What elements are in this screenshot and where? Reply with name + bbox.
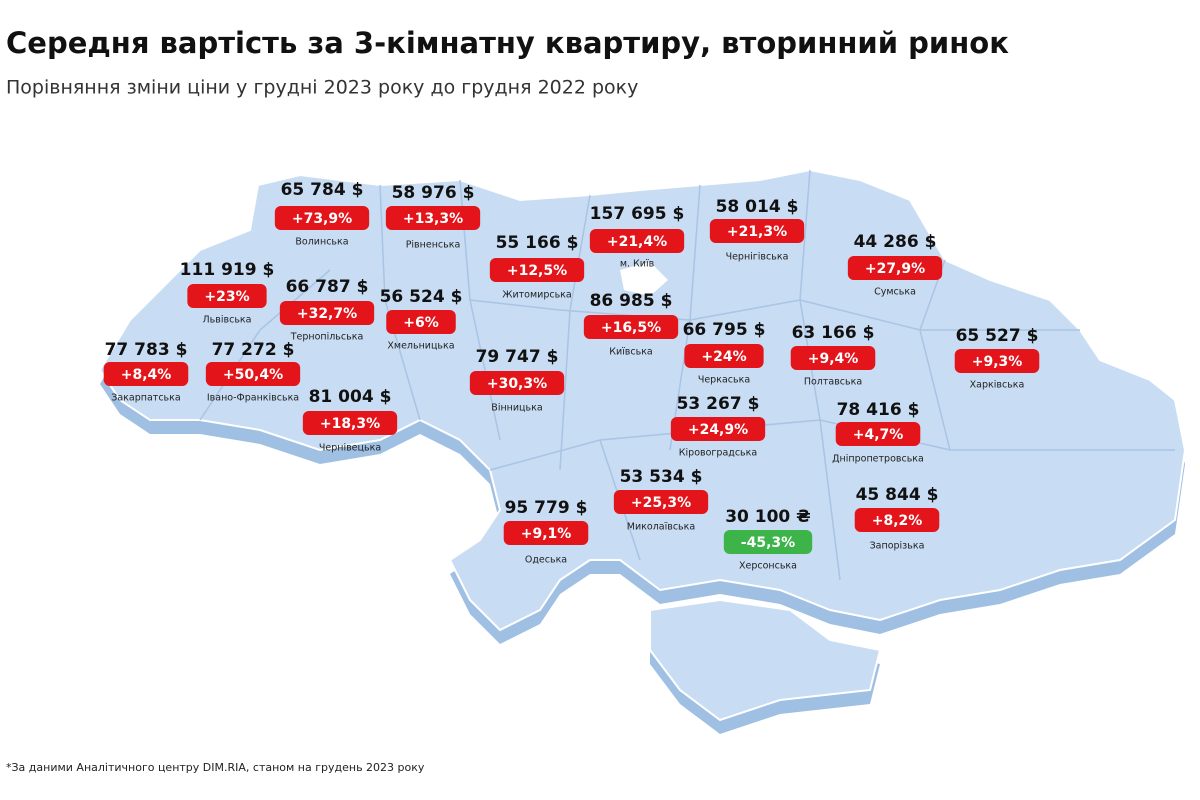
region-change: +13,3% [403, 211, 463, 227]
region-price: 78 416 $ [837, 400, 920, 420]
region-price: 53 534 $ [620, 467, 703, 487]
region-name: Вінницька [491, 403, 542, 414]
region-change: +21,3% [727, 224, 787, 240]
region-price: 86 985 $ [590, 291, 673, 311]
change-badge [302, 411, 398, 435]
change-badge [386, 310, 456, 334]
region-price: 157 695 $ [590, 204, 685, 224]
change-badge [613, 490, 709, 514]
region-name: Миколаївська [627, 522, 695, 533]
region-name: Чернівецька [319, 443, 381, 454]
change-badge [670, 417, 766, 441]
region-change: +4,7% [853, 427, 904, 443]
region-price: 44 286 $ [854, 232, 937, 252]
region-name: Кіровоградська [679, 448, 757, 459]
change-badge [684, 344, 764, 368]
region-price: 58 976 $ [392, 183, 475, 203]
subtitle: Порівняння зміни ціни у грудні 2023 року… [6, 77, 638, 99]
region-price: 65 527 $ [956, 326, 1039, 346]
footnote: *За даними Аналітичного центру DIM.RIA, … [6, 761, 425, 774]
region-change: +27,9% [865, 261, 925, 277]
region-name: Запорізька [870, 541, 925, 552]
region-name: Львівська [203, 315, 252, 326]
region-name: Хмельницька [387, 341, 454, 352]
region-price: 81 004 $ [309, 387, 392, 407]
region-change: +9,1% [521, 526, 572, 542]
region-name: Тернопільська [290, 332, 364, 343]
region-change: +30,3% [487, 376, 547, 392]
region-price: 66 787 $ [286, 277, 369, 297]
region-change: +24,9% [688, 422, 748, 438]
change-badge [709, 219, 805, 243]
region-price: 63 166 $ [792, 323, 875, 343]
region-price: 56 524 $ [380, 287, 463, 307]
title: Середня вартість за 3-кімнатну квартиру,… [6, 26, 1009, 60]
region-change: +24% [701, 349, 746, 365]
region-name: Черкаська [698, 375, 750, 386]
region-change: +12,5% [507, 263, 567, 279]
region-name: Рівненська [406, 240, 461, 251]
region-change: +32,7% [297, 306, 357, 322]
region-change: +8,4% [121, 367, 172, 383]
region-change: +9,4% [808, 351, 859, 367]
region-name: Одеська [525, 555, 567, 566]
change-badge [205, 362, 301, 386]
region-labels: 65 784 $ +73,9% Волинська 58 976 $ +13,3% Рів… [103, 180, 1040, 572]
region-change: -45,3% [741, 535, 795, 551]
region-name: Сумська [874, 287, 916, 298]
region-price: 53 267 $ [677, 394, 760, 414]
region-price: 55 166 $ [496, 233, 579, 253]
region-name: Херсонська [739, 561, 797, 572]
change-badge [274, 206, 370, 230]
region-change: +21,4% [607, 234, 667, 250]
change-badge [279, 301, 375, 325]
region-name: Волинська [295, 237, 348, 248]
region-price: 66 795 $ [683, 320, 766, 340]
change-badge [835, 422, 921, 446]
change-badge [469, 371, 565, 395]
change-badge [790, 346, 876, 370]
region-name: Закарпатська [111, 393, 180, 404]
change-badge [847, 256, 943, 280]
region-price: 58 014 $ [716, 197, 799, 217]
region-change: +18,3% [320, 416, 380, 432]
region-change: +6% [403, 315, 439, 331]
change-badge [489, 258, 585, 282]
region-name: Житомирська [502, 290, 572, 301]
region-change: +23% [204, 289, 249, 305]
region-name: Полтавська [804, 377, 862, 388]
change-badge [385, 206, 481, 230]
change-badge [103, 362, 189, 386]
region-name: Харківська [970, 380, 1025, 391]
region-price: 65 784 $ [281, 180, 364, 200]
change-badge [954, 349, 1040, 373]
region-change: +25,3% [631, 495, 691, 511]
region-price: 111 919 $ [180, 260, 275, 280]
region-change: +9,3% [972, 354, 1023, 370]
region-price: 95 779 $ [505, 498, 588, 518]
region-change: +73,9% [292, 211, 352, 227]
region-name: Дніпропетровська [832, 454, 924, 465]
change-badge [723, 530, 813, 554]
region-change: +16,5% [601, 320, 661, 336]
region-name: Чернігівська [726, 252, 789, 263]
region-name: м. Київ [620, 259, 655, 270]
region-price: 45 844 $ [856, 485, 939, 505]
region-change: +8,2% [872, 513, 923, 529]
change-badge [583, 315, 679, 339]
region-change: +50,4% [223, 367, 283, 383]
change-badge [503, 521, 589, 545]
region-name: Київська [609, 347, 653, 358]
region-name: Івано-Франківська [207, 393, 299, 404]
change-badge [589, 229, 685, 253]
region-price: 79 747 $ [476, 347, 559, 367]
region-price: 30 100 ₴ [725, 507, 811, 527]
region-price: 77 783 $ [105, 340, 188, 360]
change-badge [854, 508, 940, 532]
map [98, 168, 1187, 734]
region-price: 77 272 $ [212, 340, 295, 360]
change-badge [187, 284, 267, 308]
